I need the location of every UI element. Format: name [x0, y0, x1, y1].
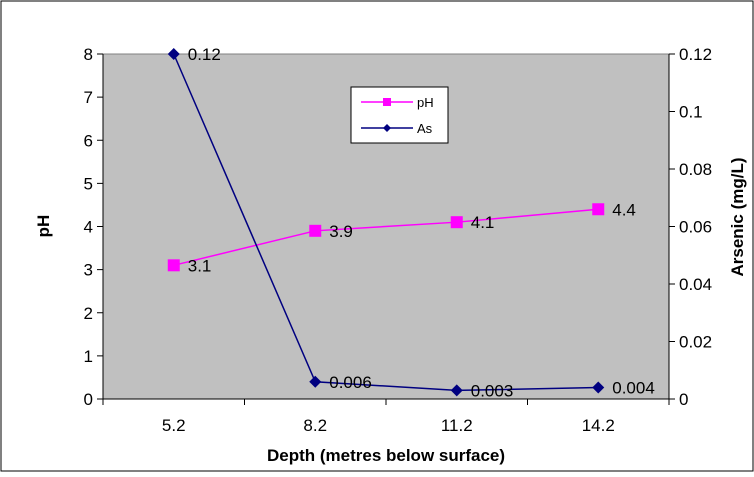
data-label-ph: 3.9	[329, 222, 353, 241]
legend-marker-ph	[383, 98, 391, 106]
data-label-as: 0.006	[329, 373, 372, 392]
data-label-as: 0.003	[471, 381, 514, 400]
x-tick-label: 8.2	[303, 416, 327, 435]
series-line-as	[173, 53, 599, 392]
y2-tick-label: 0.08	[679, 160, 712, 179]
y-axis-right-title: Arsenic (mg/L)	[728, 157, 747, 276]
data-point-as	[167, 48, 180, 60]
legend: pH As	[350, 86, 449, 144]
y2-tick-label: 0.02	[679, 333, 712, 352]
y-tick-label: 6	[84, 131, 93, 150]
y2-tick-label: 0	[679, 390, 688, 409]
y2-tick-label: 0.1	[679, 103, 703, 122]
x-tick-label: 14.2	[582, 416, 615, 435]
y-tick-label: 0	[84, 390, 93, 409]
y-tick-label: 5	[84, 174, 93, 193]
y-tick-label: 3	[84, 261, 93, 280]
y-axis-left-title: pH	[34, 215, 53, 238]
legend-marker-as	[383, 124, 391, 132]
legend-label-ph: pH	[417, 95, 434, 110]
y-tick-label: 8	[84, 45, 93, 64]
y-axis-right: 0 0.02 0.04 0.06 0.08 0.1 0.12	[668, 45, 712, 409]
data-point-as	[309, 375, 322, 388]
data-label-ph: 4.4	[612, 200, 636, 219]
data-point-ph	[167, 259, 180, 272]
data-label-as: 0.12	[188, 45, 221, 64]
data-point-as	[450, 384, 463, 397]
series-line-ph	[173, 208, 599, 267]
y2-tick-label: 0.06	[679, 218, 712, 237]
x-axis-title: Depth (metres below surface)	[267, 446, 505, 465]
y2-tick-label: 0.12	[679, 45, 712, 64]
data-point-ph	[592, 203, 605, 216]
y-tick-label: 2	[84, 304, 93, 323]
x-tick-label: 5.2	[162, 416, 186, 435]
x-tick-label: 11.2	[441, 416, 473, 435]
data-point-ph	[450, 216, 463, 229]
data-label-ph: 3.1	[188, 256, 212, 275]
y-axis-left: 0 1 2 3 4 5 6 7 8	[84, 45, 104, 409]
legend-box	[350, 86, 449, 144]
legend-label-as: As	[417, 121, 433, 136]
y-tick-label: 4	[84, 218, 93, 237]
data-label-as: 0.004	[612, 379, 655, 398]
y-tick-label: 7	[84, 88, 93, 107]
x-axis: 5.2 8.2 11.2 14.2	[102, 398, 670, 435]
y-tick-label: 1	[84, 347, 93, 366]
y2-tick-label: 0.04	[679, 275, 712, 294]
data-point-ph	[309, 224, 322, 237]
data-point-as	[592, 381, 605, 394]
data-label-ph: 4.1	[471, 213, 495, 232]
series-layer: 3.1 3.9 4.1 4.4 0.12 0.006 0.003 0.004	[167, 45, 655, 400]
